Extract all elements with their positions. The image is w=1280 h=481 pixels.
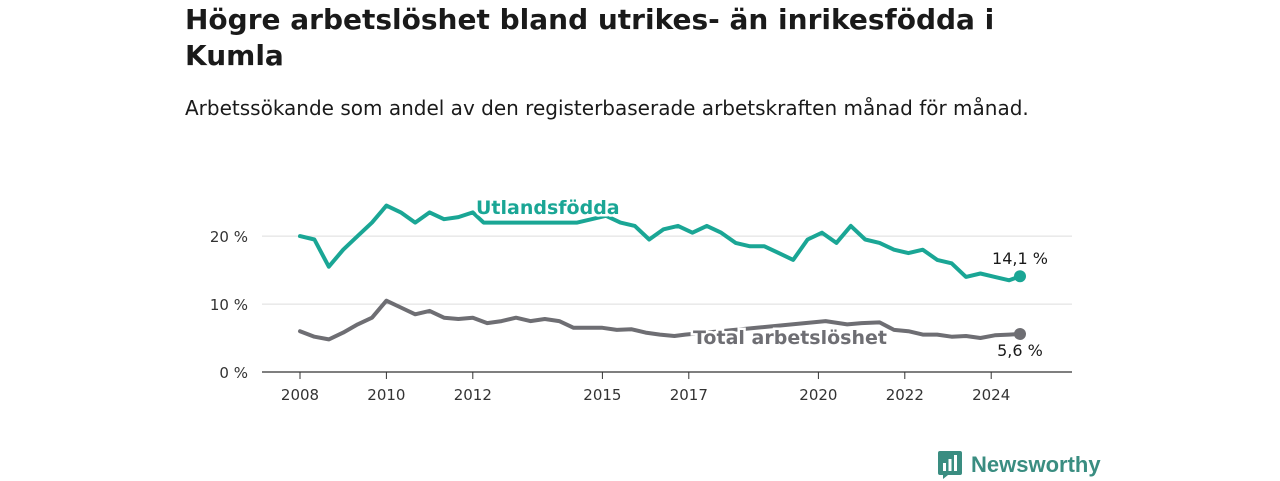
x-tick-label: 2015 <box>583 386 621 404</box>
series-name-label: Utlandsfödda <box>476 197 620 219</box>
x-tick-label: 2008 <box>281 386 319 404</box>
chart-subtitle: Arbetssökande som andel av den registerb… <box>185 96 1029 120</box>
y-tick-label: 20 % <box>210 228 248 246</box>
y-tick-label: 10 % <box>210 296 248 314</box>
x-tick-label: 2022 <box>886 386 924 404</box>
series-end-marker-utlandsfodda <box>1014 270 1026 283</box>
chart-title: Högre arbetslöshet bland utrikes- än inr… <box>185 3 995 72</box>
series-line-total-arbetsloshet <box>298 298 1022 342</box>
x-tick-label: 2017 <box>670 386 708 404</box>
series-end-marker-total-arbetsloshet <box>1014 327 1026 340</box>
x-tick-label: 2024 <box>972 386 1010 404</box>
x-tick-label: 2010 <box>367 386 405 404</box>
x-tick-label: 2012 <box>454 386 492 404</box>
y-tick-label: 0 % <box>219 364 248 382</box>
series-line-utlandsfodda <box>298 203 1022 283</box>
x-tick-label: 2020 <box>799 386 837 404</box>
series-end-label: 5,6 % <box>997 341 1043 360</box>
series-name-label: Total arbetslöshet <box>693 327 887 349</box>
newsworthy-logo: Newsworthy <box>937 449 1101 481</box>
newsworthy-chart-icon <box>938 451 962 479</box>
series-end-label: 14,1 % <box>992 249 1048 268</box>
brand-name: Newsworthy <box>971 452 1101 477</box>
